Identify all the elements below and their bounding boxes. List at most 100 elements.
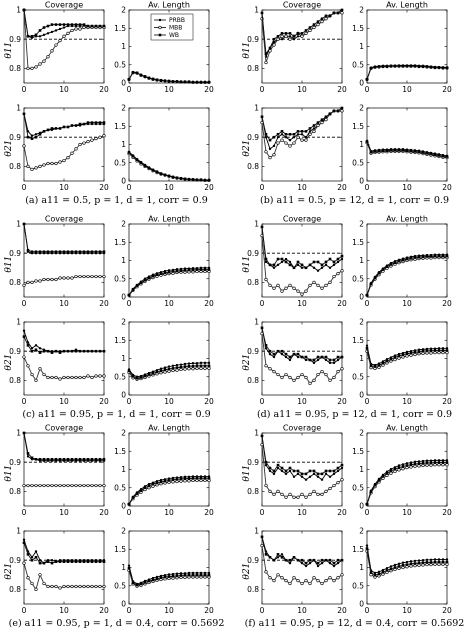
data-point-wb — [369, 66, 373, 70]
data-point-prbb — [405, 462, 409, 465]
data-point-mbb — [62, 375, 66, 380]
data-point-prbb — [365, 344, 369, 347]
y-tick-label: 0.9 — [9, 556, 21, 565]
data-point-wb — [207, 573, 211, 577]
data-point-wb — [328, 558, 332, 562]
plot-frame — [23, 321, 105, 396]
data-point-prbb — [272, 355, 276, 359]
data-point-wb — [66, 349, 70, 353]
y-tick-label: 0.9 — [247, 556, 259, 565]
data-point-wb — [50, 127, 54, 130]
data-point-wb — [373, 65, 377, 69]
data-point-wb — [268, 466, 272, 470]
data-point-wb — [102, 560, 106, 563]
data-point-mbb — [74, 584, 78, 589]
data-point-mbb — [199, 366, 203, 370]
data-point-wb — [38, 29, 42, 32]
column-title-coverage: Coverage — [283, 1, 321, 10]
x-tick-label: 0 — [22, 183, 27, 192]
data-point-prbb — [296, 133, 300, 136]
data-point-wb — [385, 64, 389, 68]
data-point-wb — [445, 254, 449, 258]
data-point-prbb — [324, 472, 328, 476]
data-point-mbb — [320, 492, 324, 496]
data-point-wb — [159, 172, 163, 175]
data-point-wb — [413, 150, 417, 153]
data-point-mbb — [66, 483, 70, 488]
x-tick-label: 10 — [402, 299, 412, 308]
data-point-prbb — [50, 30, 54, 34]
data-point-wb — [377, 364, 381, 367]
data-point-wb — [82, 560, 86, 563]
data-point-mbb — [296, 289, 300, 293]
chart-panel-e-theta11-length: 00.511.520 10 20 — [114, 429, 214, 517]
data-point-mbb — [316, 372, 320, 377]
data-point-prbb — [365, 544, 369, 547]
data-point-wb — [155, 370, 159, 374]
data-point-wb — [183, 269, 187, 272]
data-point-wb — [421, 561, 425, 565]
data-point-wb — [292, 132, 296, 136]
data-point-mbb — [328, 576, 332, 580]
data-point-wb — [401, 64, 405, 68]
data-point-mbb — [288, 144, 292, 148]
y-tick-label: 0.8 — [247, 64, 259, 73]
data-point-wb — [417, 64, 421, 68]
legend-label-prbb: PRBB — [169, 17, 185, 24]
data-point-wb — [54, 127, 58, 130]
data-point-wb — [425, 65, 429, 68]
data-point-wb — [260, 115, 264, 119]
data-point-wb — [22, 541, 26, 544]
data-point-wb — [441, 154, 445, 158]
data-point-mbb — [268, 49, 272, 53]
data-point-wb — [90, 457, 94, 461]
data-point-wb — [131, 375, 135, 378]
data-point-wb — [320, 263, 324, 267]
data-point-prbb — [381, 568, 385, 572]
y-tick-label: 0.8 — [247, 487, 259, 496]
y-tick-label: 0.9 — [247, 347, 259, 356]
data-point-mbb — [195, 366, 199, 370]
data-point-wb — [139, 376, 143, 379]
data-point-prbb — [276, 263, 280, 267]
data-point-mbb — [38, 573, 42, 577]
data-point-mbb — [284, 286, 288, 290]
data-point-wb — [94, 349, 98, 353]
x-tick-label: 0 — [365, 85, 370, 94]
data-point-wb — [405, 464, 409, 467]
data-point-wb — [163, 575, 167, 579]
data-point-mbb — [268, 283, 272, 287]
data-point-wb — [78, 349, 82, 353]
column-title-coverage: Coverage — [283, 215, 321, 224]
data-point-mbb — [34, 587, 38, 592]
plot-frame — [128, 530, 210, 605]
y-tick-label: 0.9 — [247, 133, 259, 142]
data-point-prbb — [304, 136, 308, 139]
data-point-mbb — [98, 584, 102, 589]
data-point-mbb — [284, 141, 288, 145]
data-point-prbb — [304, 478, 308, 481]
data-point-wb — [86, 121, 90, 124]
series-line-mbb — [366, 464, 447, 505]
y-tick-label: 0.5 — [114, 158, 126, 167]
data-point-prbb — [340, 257, 344, 261]
data-point-wb — [437, 254, 441, 258]
x-tick-label: 0 — [127, 397, 132, 406]
data-point-wb — [143, 75, 147, 78]
y-tick-label: 2 — [359, 527, 364, 536]
data-point-wb — [429, 561, 433, 564]
data-point-mbb — [292, 141, 296, 145]
data-point-mbb — [102, 584, 106, 589]
data-point-mbb — [58, 586, 62, 590]
data-point-mbb — [26, 364, 30, 368]
x-tick-label: 10 — [59, 183, 69, 192]
data-point-wb — [280, 466, 284, 470]
y-tick-label: 0.8 — [247, 162, 259, 171]
data-point-wb — [135, 376, 139, 380]
data-point-wb — [320, 558, 324, 562]
data-point-wb — [163, 479, 167, 483]
data-point-wb — [320, 118, 324, 121]
data-point-prbb — [292, 475, 296, 478]
data-point-mbb — [304, 495, 308, 499]
data-point-wb — [393, 566, 397, 569]
